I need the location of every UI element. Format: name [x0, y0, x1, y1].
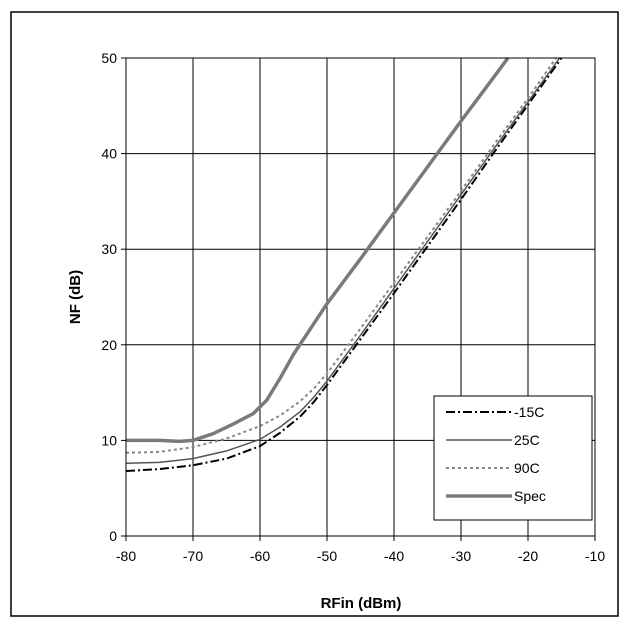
x-axis-ticks: -80 -70 -60 -50 -40 -30 -20 -10	[116, 536, 605, 564]
x-tick-label-0: -80	[116, 548, 136, 564]
y-tick-label-0: 0	[109, 528, 117, 544]
legend-label-1: -15C	[514, 404, 544, 420]
legend-label-2: 25C	[514, 432, 540, 448]
x-tick-label-2: -60	[250, 548, 270, 564]
x-tick-label-4: -40	[384, 548, 404, 564]
plot-border	[125, 57, 596, 537]
x-tick-label-6: -20	[518, 548, 538, 564]
y-tick-label-2: 20	[101, 337, 117, 353]
x-tick-label-1: -70	[183, 548, 203, 564]
legend-label-3: 90C	[514, 460, 540, 476]
series-layer	[125, 56, 563, 472]
x-axis-label: RFin (dBm)	[321, 595, 402, 612]
series-line-2	[125, 57, 561, 465]
y-tick-label-5: 50	[101, 50, 117, 66]
series-line-4	[126, 56, 510, 444]
y-axis-ticks: 0 10 20 30 40 50	[101, 50, 126, 544]
x-tick-label-3: -50	[317, 548, 337, 564]
grid	[125, 57, 596, 537]
series-line-3	[125, 57, 557, 454]
legend-box	[433, 395, 593, 521]
y-tick-label-1: 10	[101, 432, 117, 448]
legend-label-4: Spec	[514, 488, 546, 504]
x-tick-label-5: -30	[451, 548, 471, 564]
y-tick-label-4: 40	[101, 146, 117, 162]
y-axis-label: NF (dB)	[67, 270, 84, 324]
legend: -15C 25C 90C Spec	[433, 395, 593, 521]
y-tick-label-3: 30	[101, 241, 117, 257]
series-line-1	[125, 57, 563, 472]
x-tick-label-7: -10	[585, 548, 605, 564]
